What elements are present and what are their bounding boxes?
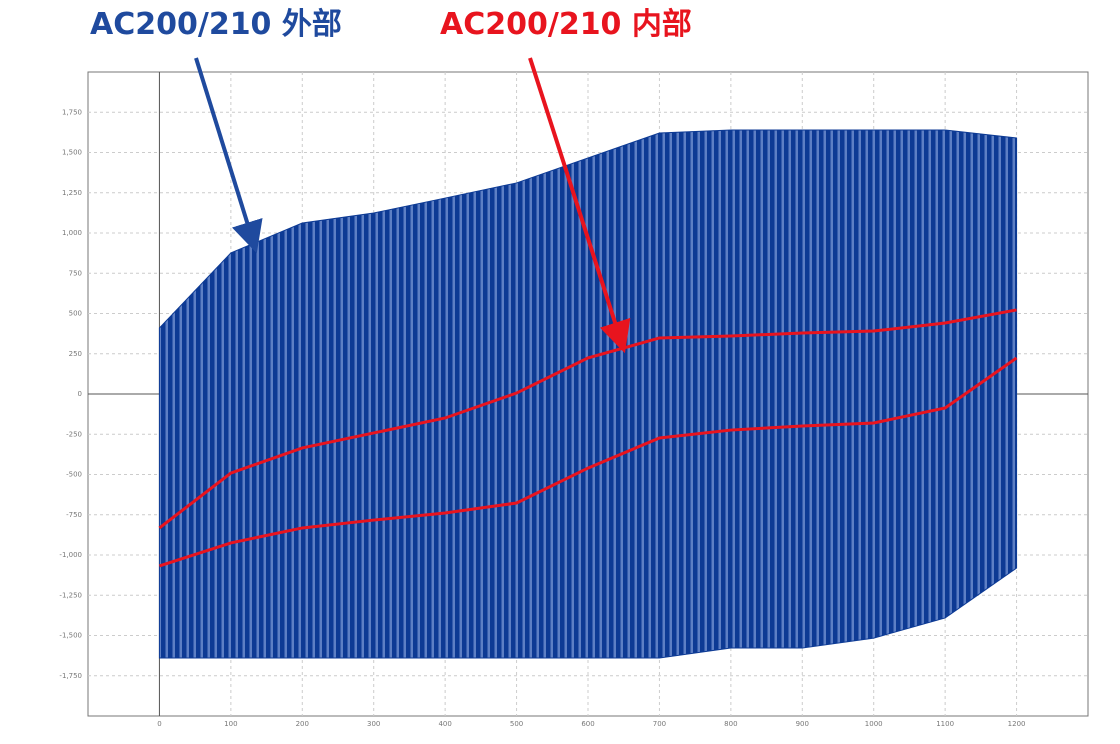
inner-lower-line (158, 356, 1018, 568)
x-tick-label: 500 (510, 720, 523, 728)
y-tick-label: -500 (66, 471, 82, 479)
x-tick-label: 100 (224, 720, 237, 728)
x-tick-label: 700 (653, 720, 666, 728)
annotation: AC200/210 外部 (90, 7, 342, 42)
y-tick-label: -1,000 (59, 551, 82, 559)
x-tick-label: 1000 (865, 720, 883, 728)
outer-band (158, 129, 1018, 659)
x-tick-label: 1100 (936, 720, 954, 728)
y-tick-label: -1,250 (59, 591, 82, 599)
y-tick-label: 0 (78, 390, 82, 398)
inner-upper-line (158, 308, 1017, 530)
y-tick-label: -750 (66, 511, 82, 519)
y-tick-label: 250 (69, 350, 82, 358)
y-tick-label: -1,750 (59, 672, 82, 680)
arrow (194, 57, 263, 254)
x-tick-label: 400 (438, 720, 451, 728)
x-tick-label: 900 (796, 720, 809, 728)
annotation: AC200/210 内部 (440, 7, 692, 42)
arrow (528, 57, 631, 354)
y-tick-label: 1,000 (62, 229, 82, 237)
x-tick-label: 600 (581, 720, 594, 728)
x-tick-label: 300 (367, 720, 380, 728)
x-tick-label: 200 (296, 720, 309, 728)
y-tick-label: 1,500 (62, 149, 82, 157)
y-tick-label: -250 (66, 430, 82, 438)
y-tick-label: 500 (69, 310, 82, 318)
y-tick-label: -1,500 (59, 632, 82, 640)
x-tick-label: 1200 (1008, 720, 1026, 728)
y-tick-label: 1,250 (62, 189, 82, 197)
x-tick-label: 0 (157, 720, 161, 728)
y-tick-label: 1,750 (62, 108, 82, 116)
y-tick-label: 750 (69, 269, 82, 277)
x-tick-label: 800 (724, 720, 737, 728)
